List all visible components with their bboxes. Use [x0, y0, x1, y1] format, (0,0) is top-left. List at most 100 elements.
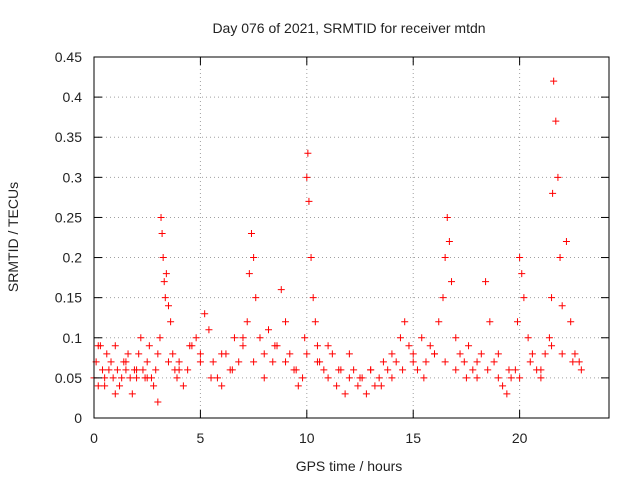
data-point: [150, 382, 158, 390]
data-point: [243, 318, 251, 326]
y-tick-label: 0: [74, 410, 82, 426]
data-point: [473, 374, 481, 382]
data-point: [388, 350, 396, 358]
x-axis-label: GPS time / hours: [296, 458, 403, 474]
y-tick-label: 0.3: [63, 169, 83, 185]
data-point: [154, 350, 162, 358]
data-point: [228, 366, 236, 374]
data-point: [335, 366, 343, 374]
data-point: [260, 374, 268, 382]
axis-ticks: 0 5 10 15 20 0 0.05 0.1 0.15 0.2 0.25 0.3 0.35 0.4 0.4…: [55, 49, 609, 446]
data-point: [143, 374, 151, 382]
data-point: [524, 334, 532, 342]
data-point: [122, 358, 130, 366]
data-point: [101, 374, 109, 382]
data-point: [328, 350, 336, 358]
data-point: [128, 390, 136, 398]
data-point: [167, 318, 175, 326]
data-point: [537, 374, 545, 382]
data-point: [356, 374, 364, 382]
data-point: [507, 374, 515, 382]
data-point: [116, 382, 124, 390]
data-point: [94, 382, 102, 390]
data-point: [139, 366, 147, 374]
data-point: [460, 358, 468, 366]
y-tick-label: 0.25: [55, 209, 82, 225]
data-point: [548, 294, 556, 302]
data-point: [377, 382, 385, 390]
data-point: [392, 358, 400, 366]
data-point: [218, 382, 226, 390]
data-point: [577, 366, 585, 374]
data-point: [511, 366, 519, 374]
data-point: [341, 390, 349, 398]
data-point: [196, 350, 204, 358]
data-point: [345, 374, 353, 382]
data-point: [294, 382, 302, 390]
data-point: [465, 342, 473, 350]
data-point: [371, 382, 379, 390]
data-point: [401, 318, 409, 326]
data-point: [250, 358, 258, 366]
data-point: [462, 374, 470, 382]
data-point: [207, 374, 215, 382]
data-point: [550, 77, 558, 85]
data-point: [422, 358, 430, 366]
y-tick-label: 0.4: [63, 89, 83, 105]
data-point: [396, 334, 404, 342]
data-point: [239, 342, 247, 350]
data-point: [205, 326, 213, 334]
plot-frame: [93, 56, 610, 419]
data-point: [286, 350, 294, 358]
data-point: [126, 374, 134, 382]
data-point: [426, 342, 434, 350]
data-point: [482, 278, 490, 286]
data-point: [101, 382, 109, 390]
data-point: [516, 254, 524, 262]
data-point: [122, 366, 130, 374]
data-point: [320, 366, 328, 374]
data-point: [549, 189, 557, 197]
data-point: [235, 358, 243, 366]
data-point: [137, 334, 145, 342]
data-point: [452, 366, 460, 374]
data-point: [384, 366, 392, 374]
data-point: [379, 358, 387, 366]
data-point: [135, 350, 143, 358]
data-point: [354, 382, 362, 390]
data-point: [324, 374, 332, 382]
data-point: [252, 294, 260, 302]
data-point: [537, 366, 545, 374]
data-point: [250, 254, 258, 262]
data-point: [124, 350, 132, 358]
data-point: [164, 302, 172, 310]
data-point: [494, 350, 502, 358]
data-point: [528, 350, 536, 358]
data-point: [303, 350, 311, 358]
data-point: [439, 294, 447, 302]
grid-lines: [94, 57, 609, 418]
data-point: [409, 358, 417, 366]
data-point: [173, 374, 181, 382]
data-point: [109, 374, 117, 382]
data-point: [399, 366, 407, 374]
data-point: [441, 254, 449, 262]
data-point: [445, 238, 453, 246]
data-point: [516, 374, 524, 382]
x-tick-label: 10: [299, 430, 315, 446]
data-point: [556, 254, 564, 262]
data-point: [247, 229, 255, 237]
data-point: [505, 366, 513, 374]
data-point: [218, 350, 226, 358]
data-point: [245, 270, 253, 278]
data-point: [213, 374, 221, 382]
data-point: [569, 358, 577, 366]
data-point: [456, 350, 464, 358]
data-point: [362, 390, 370, 398]
data-point: [133, 374, 141, 382]
data-point: [486, 318, 494, 326]
data-point: [558, 302, 566, 310]
data-point: [309, 294, 317, 302]
